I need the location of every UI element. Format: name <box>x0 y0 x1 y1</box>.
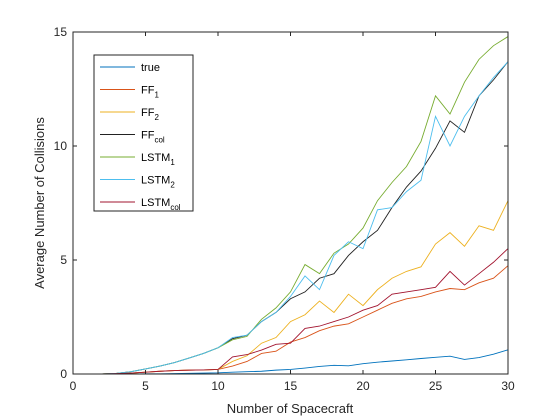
series-line-lstmcol <box>87 248 509 375</box>
tick-layer: 0 5 10 15 20 25 30 0 5 10 15 <box>54 25 515 393</box>
y-tick-label: 5 <box>60 253 67 267</box>
x-tick-label: 5 <box>142 379 149 393</box>
x-tick-label: 20 <box>356 379 370 393</box>
x-tick-label: 15 <box>284 379 298 393</box>
x-tick-label: 30 <box>501 379 515 393</box>
x-tick-label: 10 <box>211 379 225 393</box>
legend-label-true: true <box>141 62 160 74</box>
y-tick-label: 10 <box>54 139 68 153</box>
legend-box <box>93 54 194 212</box>
x-axis-label: Number of Spacecraft <box>227 401 354 416</box>
y-tick-label: 15 <box>54 25 68 39</box>
y-axis-label: Average Number of Collisions <box>32 117 47 289</box>
series-layer <box>87 36 509 375</box>
x-tick-label: 25 <box>429 379 443 393</box>
y-tick-label: 0 <box>60 367 67 381</box>
x-tick-label: 0 <box>70 379 77 393</box>
legend-label-lstm1: LSTM1 <box>141 152 175 167</box>
series-line-lstm2 <box>87 61 509 375</box>
legend-label-lstm2: LSTM2 <box>141 175 175 190</box>
